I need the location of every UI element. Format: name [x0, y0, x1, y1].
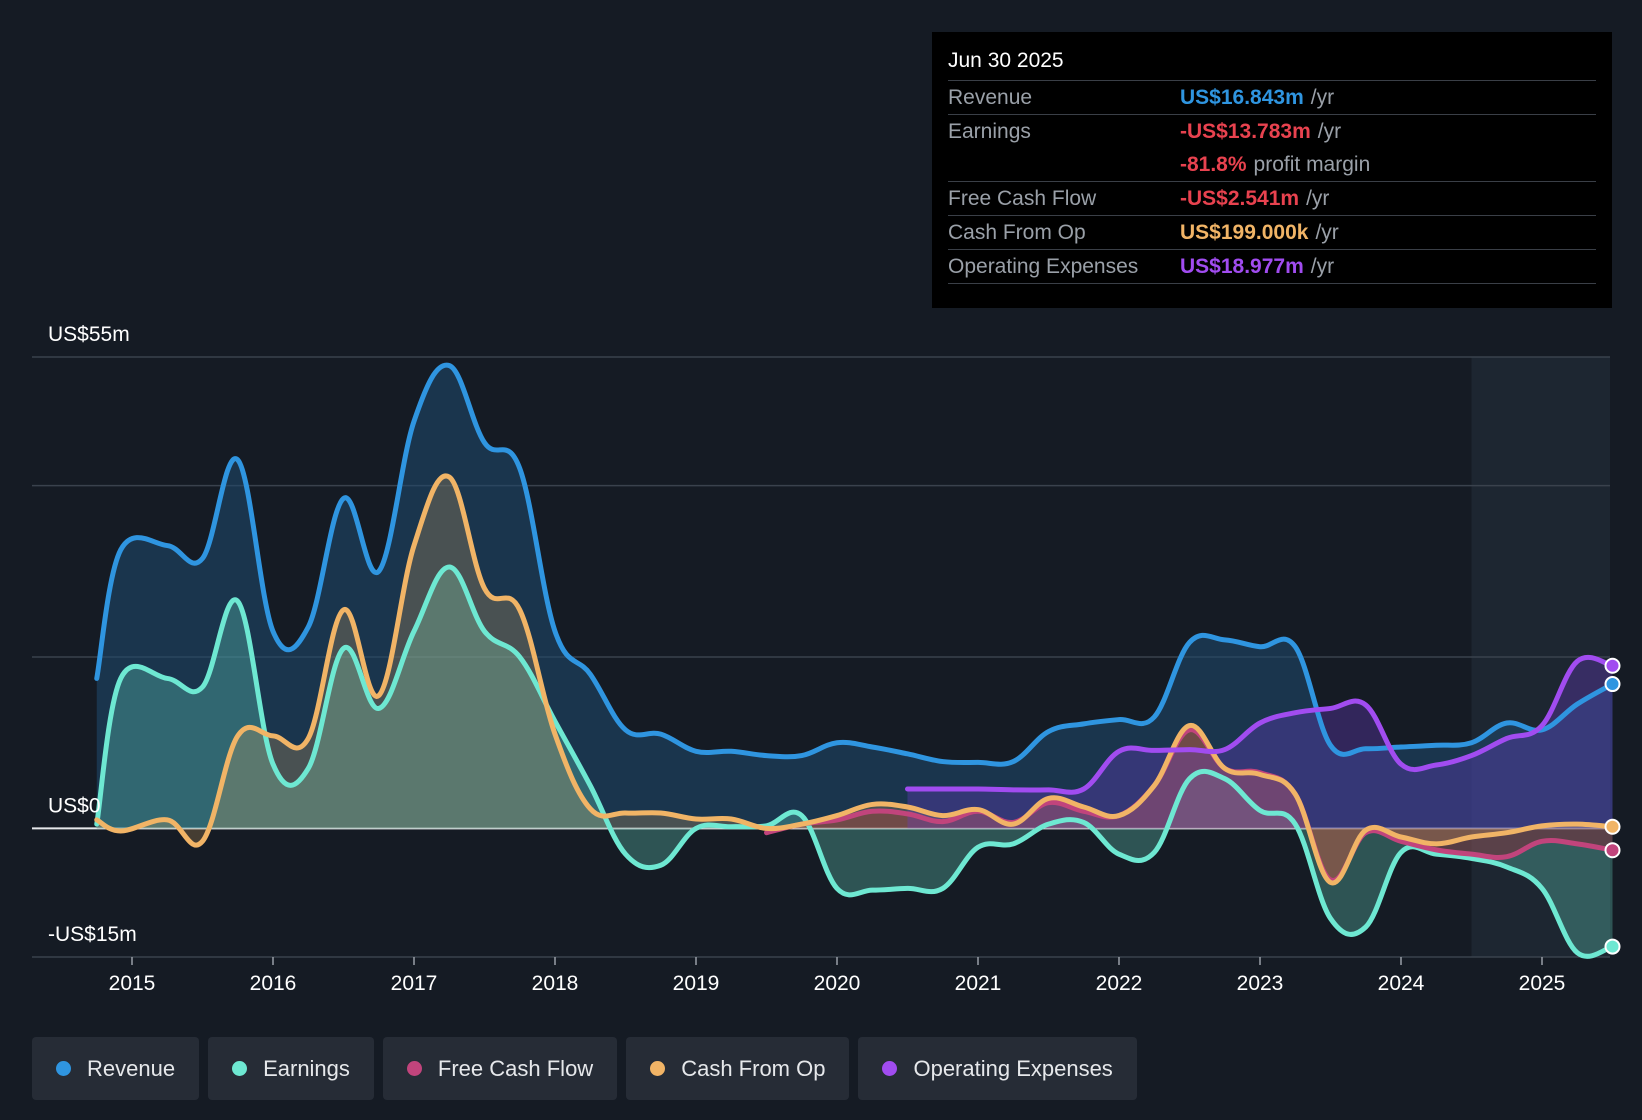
legend-item-operating-expenses[interactable]: Operating Expenses: [858, 1037, 1137, 1100]
legend-dot-icon: [56, 1061, 71, 1076]
tooltip-value: US$16.843m: [1180, 86, 1304, 109]
area-revenue: [96, 365, 1613, 829]
series-lines: [94, 362, 1615, 959]
tooltip-divider: [948, 283, 1596, 284]
tooltip-unit: /yr: [1317, 120, 1342, 143]
legend-dot-icon: [650, 1061, 666, 1076]
area-free-cash-flow: [766, 729, 1613, 881]
tooltip-unit: profit margin: [1253, 153, 1371, 176]
end-marker-free-cash-flow: [1604, 842, 1621, 859]
chart-legend: Revenue Earnings Free Cash Flow Cash Fro…: [32, 1037, 1137, 1100]
tooltip-row-operating-expenses: Operating Expenses US$18.977m /yr: [948, 249, 1596, 283]
tooltip-label: Free Cash Flow: [948, 187, 1097, 210]
x-tick-label: 2016: [250, 972, 297, 995]
legend-item-cash-from-op[interactable]: Cash From Op: [626, 1037, 850, 1100]
legend-label: Operating Expenses: [913, 1055, 1113, 1081]
y-axis-bottom-label: -US$15m: [48, 923, 137, 946]
line-cash-from-op: [94, 473, 1615, 886]
tooltip-row-cash-from-op: Cash From Op US$199.000k /yr: [948, 215, 1596, 249]
tooltip-row-earnings: Earnings -US$13.783m /yr: [948, 114, 1596, 148]
tooltip-value: -US$13.783m: [1180, 120, 1311, 143]
tooltip-row-free-cash-flow: Free Cash Flow -US$2.541m /yr: [948, 181, 1596, 215]
tooltip-row-profit-margin: -81.8% profit margin: [948, 148, 1596, 181]
tooltip-date: Jun 30 2025: [948, 49, 1064, 72]
x-tick-label: 2025: [1519, 972, 1566, 995]
tooltip-label: Operating Expenses: [948, 255, 1139, 278]
tooltip-value: -81.8%: [1180, 153, 1247, 176]
legend-item-earnings[interactable]: Earnings: [208, 1037, 374, 1100]
legend-label: Free Cash Flow: [437, 1055, 594, 1081]
legend-label: Earnings: [263, 1055, 350, 1081]
tooltip-label: Earnings: [948, 120, 1031, 143]
x-tick-label: 2015: [109, 972, 156, 995]
legend-item-revenue[interactable]: Revenue: [32, 1037, 200, 1100]
tooltip-value: US$18.977m: [1180, 255, 1304, 278]
series-areas: [96, 365, 1613, 957]
tooltip-label: Revenue: [948, 86, 1033, 109]
legend-dot-icon: [882, 1061, 898, 1076]
x-tick-label: 2021: [955, 972, 1002, 995]
x-tick-label: 2023: [1237, 972, 1284, 995]
area-operating-expenses: [907, 657, 1613, 829]
x-tick-label: 2022: [1096, 972, 1143, 995]
x-axis-ticks: 2015 2016 2017 2018 2019 2020 2021 2022 2023 2024…: [109, 957, 1566, 995]
tooltip-panel: Jun 30 2025 Revenue US$16.843m /yr Earni…: [932, 32, 1612, 308]
line-free-cash-flow: [764, 727, 1615, 883]
x-tick-label: 2017: [391, 972, 438, 995]
legend-label: Cash From Op: [681, 1055, 826, 1081]
end-marker-cash-from-op: [1604, 818, 1621, 835]
tooltip-unit: /yr: [1310, 255, 1335, 278]
end-marker-operating-expenses: [1604, 657, 1621, 674]
line-operating-expenses: [905, 654, 1615, 795]
x-tick-label: 2024: [1378, 972, 1425, 995]
legend-dot-icon: [232, 1061, 248, 1076]
x-tick-label: 2019: [673, 972, 720, 995]
series-end-markers: [1604, 657, 1621, 955]
legend-item-free-cash-flow[interactable]: Free Cash Flow: [382, 1037, 618, 1100]
legend-label: Revenue: [87, 1055, 176, 1081]
x-tick-label: 2018: [532, 972, 579, 995]
line-revenue: [94, 362, 1615, 767]
tooltip-unit: /yr: [1310, 86, 1335, 109]
tooltip-label: Cash From Op: [948, 221, 1086, 244]
tooltip-value: US$199.000k: [1180, 221, 1309, 244]
tooltip-label: [948, 148, 1180, 181]
area-cash-from-op: [96, 475, 1613, 884]
area-earnings: [96, 567, 1613, 957]
y-axis-top-label: US$55m: [48, 323, 130, 346]
tooltip-row-revenue: Revenue US$16.843m /yr: [948, 80, 1596, 114]
end-marker-earnings: [1604, 938, 1621, 955]
tooltip-unit: /yr: [1306, 187, 1330, 210]
y-axis-zero-label: US$0: [48, 794, 101, 817]
legend-dot-icon: [406, 1061, 422, 1076]
tooltip-unit: /yr: [1315, 221, 1339, 244]
line-earnings: [94, 564, 1615, 959]
tooltip-value: -US$2.541m: [1180, 187, 1300, 210]
end-marker-revenue: [1604, 676, 1621, 693]
x-tick-label: 2020: [814, 972, 861, 995]
